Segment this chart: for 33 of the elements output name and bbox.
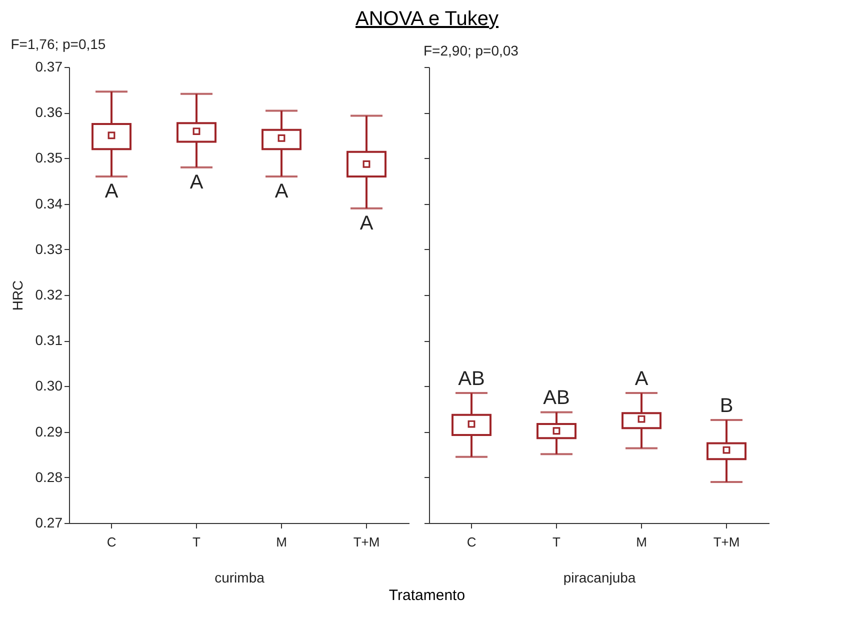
x-tick-label: C xyxy=(466,534,476,550)
y-tick-label: 0.28 xyxy=(35,468,63,485)
y-tick-label: 0.30 xyxy=(35,378,63,394)
y-tick-label: 0.27 xyxy=(35,514,63,530)
y-tick-label: 0.31 xyxy=(35,332,63,348)
annotation: A xyxy=(274,180,289,202)
annotation: AB xyxy=(458,368,485,390)
annotation: AB xyxy=(543,387,570,410)
chart-title: ANOVA e Tukey xyxy=(355,8,499,30)
x-tick-label: M xyxy=(636,534,647,550)
x-tick-label: M xyxy=(276,534,287,550)
x-axis-title: curimba xyxy=(214,570,265,586)
text: F=1,76; p=0,15 xyxy=(10,36,106,52)
annotation: A xyxy=(104,180,119,202)
y-tick-label: 0.32 xyxy=(35,286,63,302)
text: F=2,90; p=0,03 xyxy=(424,42,519,58)
x-tick-label: C xyxy=(106,534,116,550)
y-tick-label: 0.33 xyxy=(35,240,63,257)
y-tick-label: 0.34 xyxy=(35,195,63,212)
x-tick-label: T xyxy=(552,534,561,550)
y-axis-title: HRC xyxy=(9,280,26,311)
x-tick-label: T+M xyxy=(353,534,380,550)
x-tick-label: T xyxy=(192,534,201,550)
x-tick-label: T+M xyxy=(713,534,740,550)
y-tick-label: 0.37 xyxy=(35,58,63,74)
y-tick-label: 0.36 xyxy=(35,104,63,120)
annotation: B xyxy=(720,394,734,417)
text: Tratamento xyxy=(0,587,854,604)
y-tick-label: 0.29 xyxy=(35,423,63,440)
annotation: A xyxy=(190,171,204,194)
y-tick-label: 0.35 xyxy=(35,150,63,166)
annotation: A xyxy=(634,368,649,390)
annotation: A xyxy=(360,212,374,234)
